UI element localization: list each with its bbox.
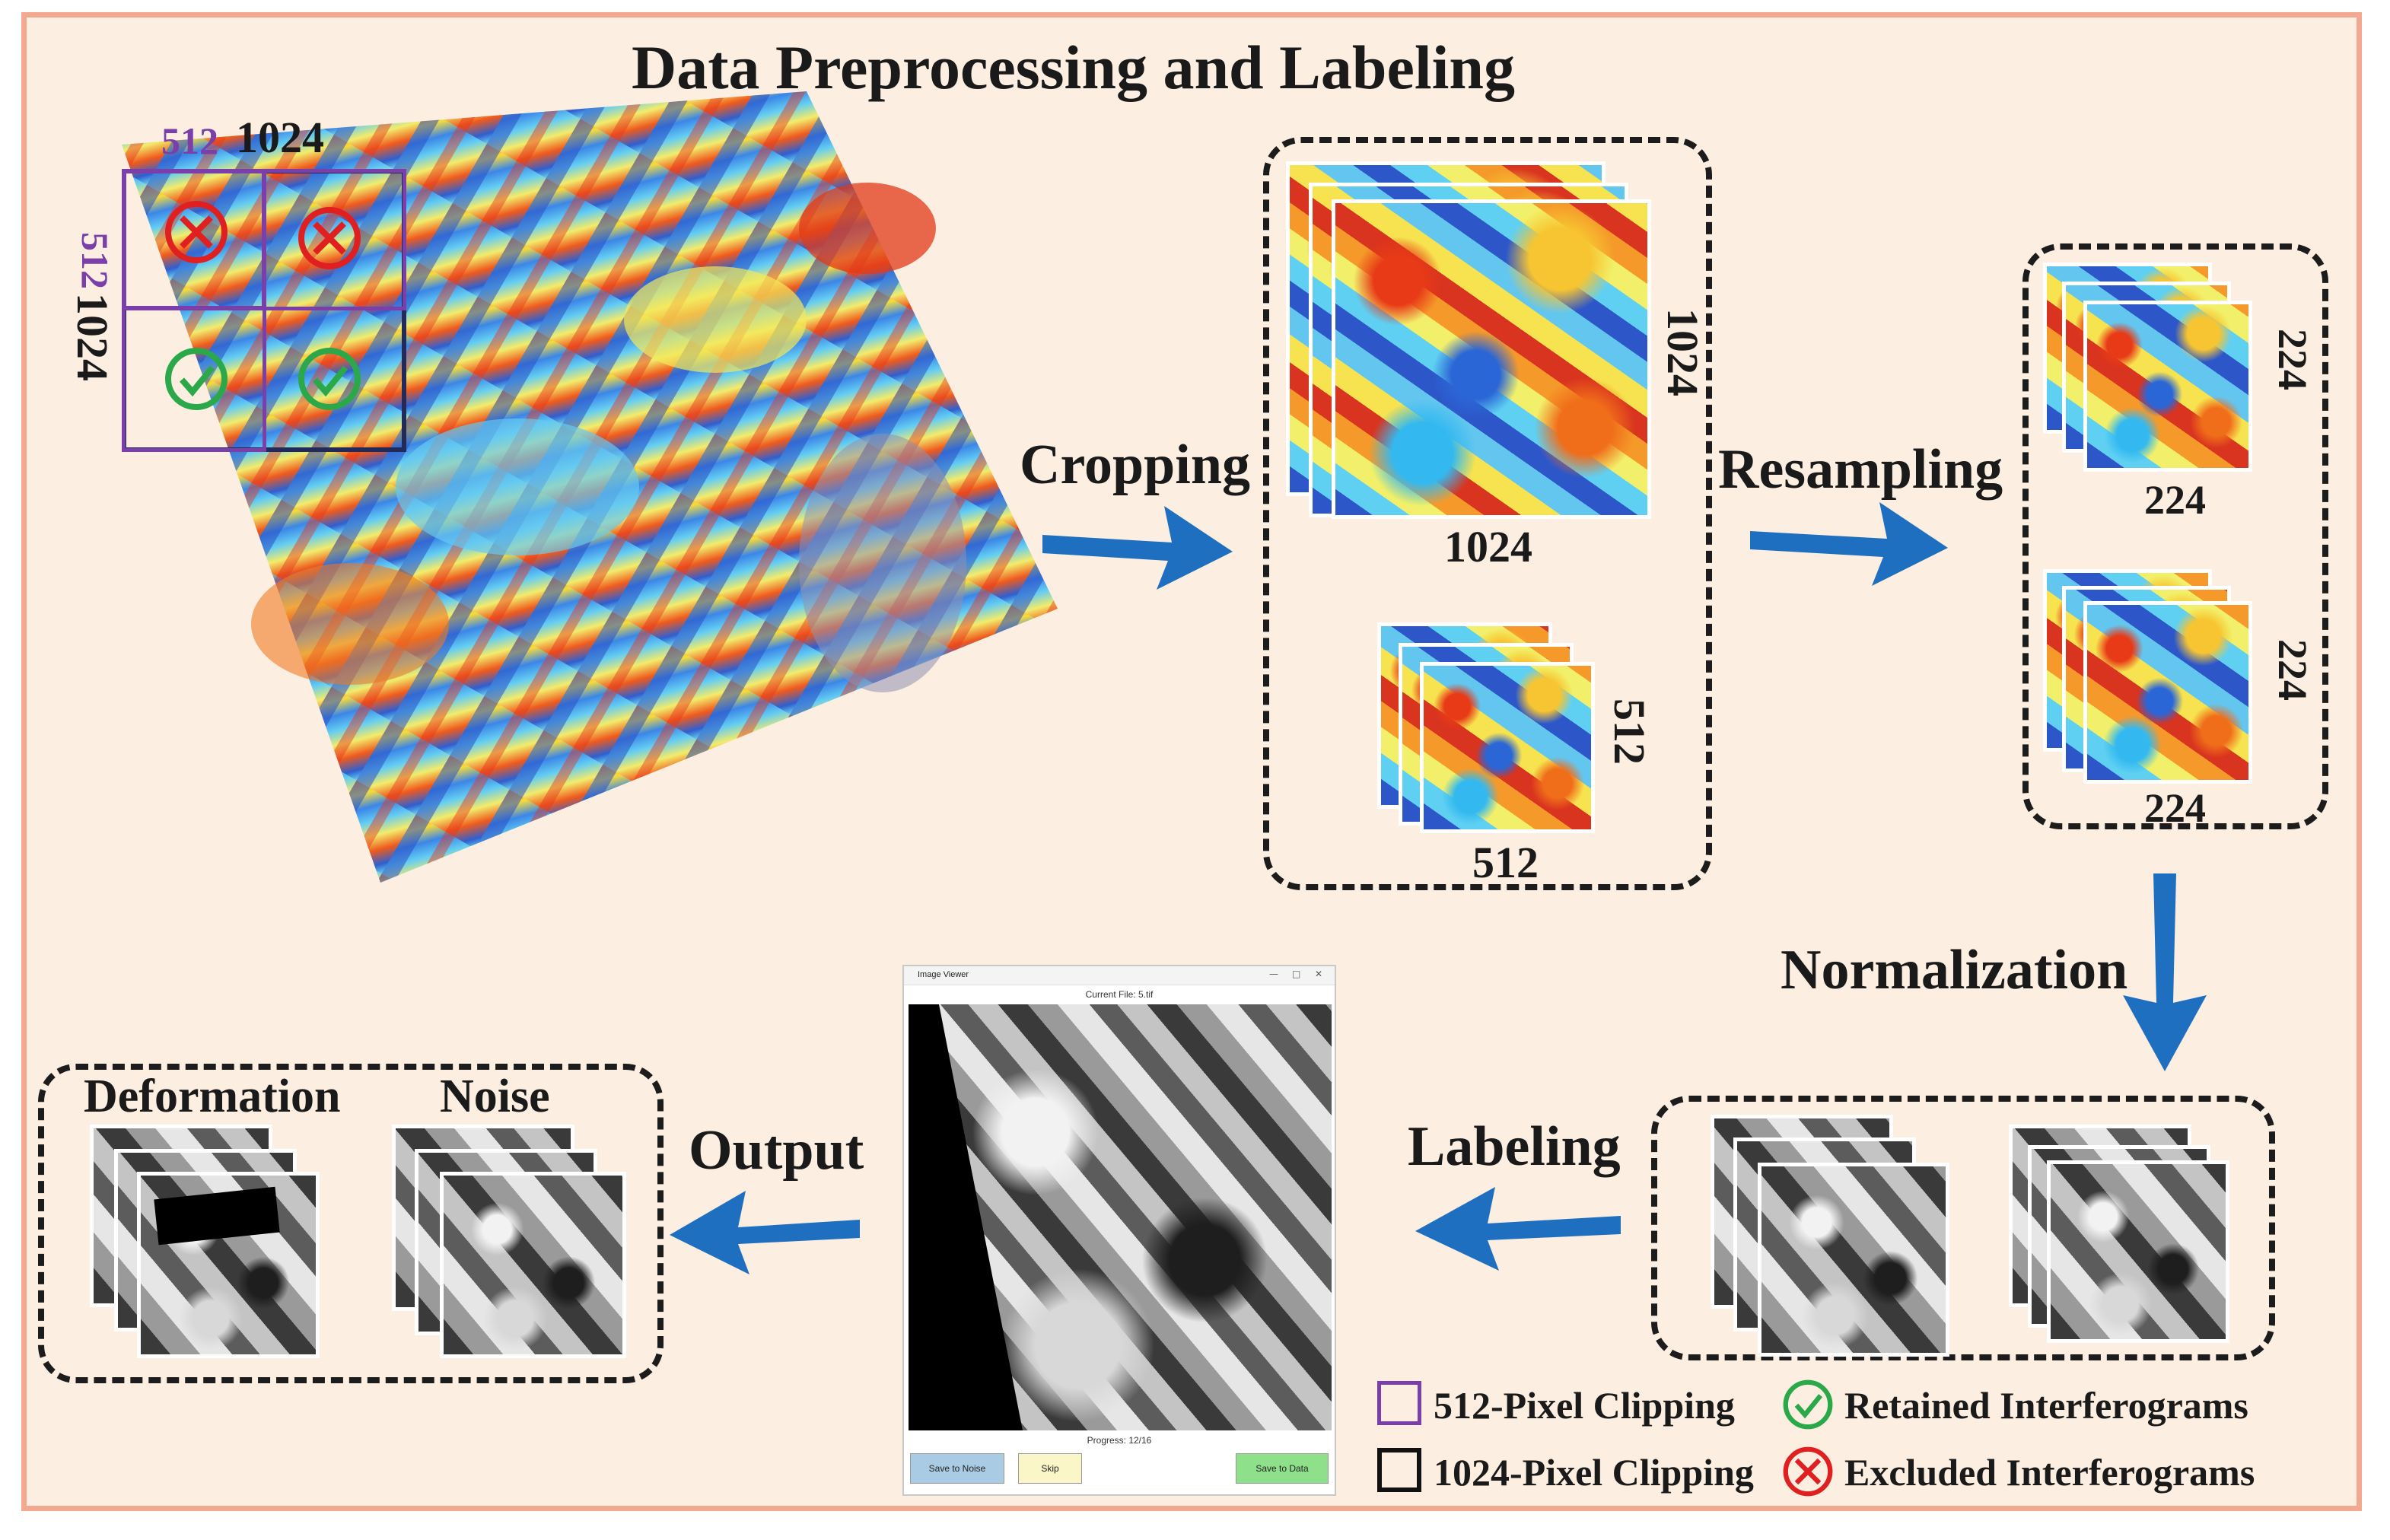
grid-512-box-bottomleft (122, 306, 266, 452)
image-viewer-window: Image Viewer — □ ✕ Current File: 5.tif P… (902, 965, 1336, 1496)
normalized-group (1651, 1096, 2275, 1360)
source-interferogram (122, 91, 1058, 883)
grid-512-box-topright (262, 169, 406, 310)
crop-1024-bottom-label: 1024 (1444, 522, 1532, 571)
close-icon[interactable]: ✕ (1315, 969, 1323, 979)
arrow-left-icon (670, 1191, 860, 1274)
grid-label-512-top: 512 (161, 119, 218, 162)
resample-tile (2083, 601, 2252, 784)
excluded-icon (1783, 1446, 1833, 1497)
maximize-icon[interactable]: □ (1292, 969, 1301, 979)
grid-label-1024-left: 1024 (68, 293, 117, 381)
legend-retained-label: Retained Interferograms (1844, 1384, 2248, 1427)
resample-top-side-label: 224 (2270, 329, 2315, 390)
crop-tile-512 (1420, 662, 1595, 833)
step-normalization: Normalization (1781, 939, 2128, 1001)
crop-tile-1024 (1332, 199, 1651, 519)
resample-tile (2083, 301, 2252, 472)
crop-512-side-label: 512 (1605, 698, 1654, 765)
current-file-label: Current File: 5.tif (1085, 989, 1154, 1000)
normalized-tile (2047, 1160, 2229, 1343)
arrow-right-icon (1042, 506, 1233, 590)
noise-tile (440, 1172, 626, 1358)
crop-1024-side-label: 1024 (1658, 308, 1707, 396)
legend-1024-label: 1024-Pixel Clipping (1434, 1451, 1754, 1494)
skip-button[interactable]: Skip (1018, 1453, 1082, 1484)
diagram-title: Data Preprocessing and Labeling (632, 33, 1516, 102)
normalized-tile (1758, 1163, 1949, 1357)
retained-icon (298, 348, 361, 410)
legend-512-label: 512-Pixel Clipping (1434, 1384, 1735, 1427)
viewer-image (909, 1004, 1332, 1430)
output-deformation-label: Deformation (84, 1071, 341, 1122)
step-resampling: Resampling (1718, 438, 2003, 501)
crop-group (1263, 137, 1712, 890)
output-group (38, 1064, 664, 1383)
viewer-titlebar: Image Viewer — □ ✕ (904, 966, 1335, 985)
viewer-title: Image Viewer (918, 970, 969, 979)
progress-label: Progress: 12/16 (1087, 1435, 1152, 1446)
resample-top-bottom-label: 224 (2144, 477, 2206, 523)
output-noise-label: Noise (440, 1071, 550, 1122)
save-to-data-button[interactable]: Save to Data (1236, 1453, 1329, 1484)
excluded-icon (165, 201, 228, 263)
step-output: Output (689, 1119, 864, 1182)
step-labeling: Labeling (1408, 1115, 1621, 1178)
legend-excluded-label: Excluded Interferograms (1844, 1451, 2255, 1494)
resample-bottom-bottom-label: 224 (2144, 785, 2206, 831)
retained-icon (165, 348, 228, 410)
excluded-icon (298, 207, 361, 269)
arrow-down-icon (2123, 873, 2207, 1071)
arrow-left-icon (1415, 1187, 1621, 1271)
step-cropping: Cropping (1020, 434, 1250, 496)
resample-bottom-side-label: 224 (2270, 639, 2315, 701)
crop-512-bottom-label: 512 (1472, 838, 1539, 887)
resample-group (2022, 243, 2328, 829)
legend-512-swatch (1377, 1381, 1421, 1425)
legend-1024-swatch (1377, 1448, 1421, 1492)
minimize-icon[interactable]: — (1269, 969, 1278, 979)
retained-icon (1783, 1379, 1833, 1430)
grid-label-1024-top: 1024 (236, 113, 324, 162)
save-to-noise-button[interactable]: Save to Noise (910, 1453, 1004, 1484)
grid-label-512-left: 512 (74, 232, 116, 289)
arrow-right-icon (1750, 502, 1948, 586)
